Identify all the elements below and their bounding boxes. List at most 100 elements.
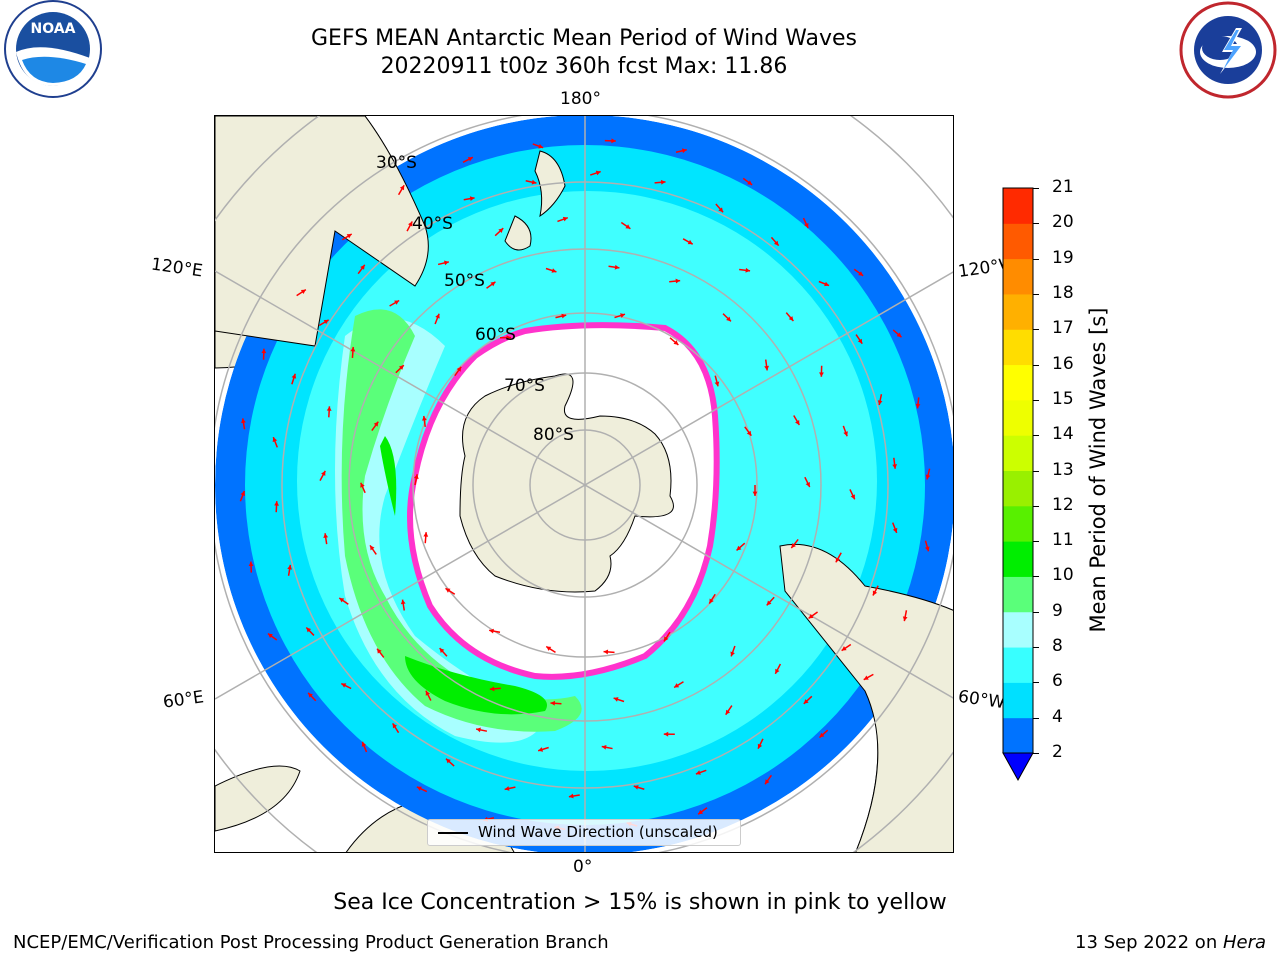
wind-arrow-head bbox=[915, 403, 921, 409]
noaa-logo: NOAA bbox=[2, 0, 104, 100]
colorbar-tick-mark bbox=[1033, 258, 1039, 260]
colorbar-tick-mark bbox=[1033, 682, 1039, 684]
colorbar-swatch bbox=[1003, 505, 1033, 542]
chart-subtitle: 20220911 t00z 360h fcst Max: 11.86 bbox=[380, 54, 788, 79]
wind-arrow-head bbox=[323, 533, 329, 538]
legend-label: Wind Wave Direction (unscaled) bbox=[478, 823, 718, 841]
wind-arrow-head bbox=[392, 723, 398, 729]
colorbar-tick-mark bbox=[1033, 505, 1039, 507]
colorbar-tick-label: 11 bbox=[1052, 530, 1074, 551]
wind-arrow-head bbox=[611, 138, 616, 144]
wind-arrow-head bbox=[422, 415, 427, 421]
wind-arrow-head bbox=[445, 758, 451, 764]
wind-arrow-head bbox=[674, 683, 680, 688]
wind-arrow-head bbox=[863, 675, 869, 680]
colorbar-tick-mark bbox=[1033, 329, 1039, 331]
wind-arrow-head bbox=[835, 557, 841, 563]
colorbar-swatch bbox=[1003, 188, 1033, 224]
lat-label-70s: 70°S bbox=[504, 376, 545, 396]
wind-arrow-head bbox=[695, 770, 701, 775]
colorbar-swatch bbox=[1003, 717, 1033, 754]
wind-arrow-head bbox=[620, 313, 625, 318]
wind-arrow-head bbox=[443, 260, 449, 266]
wind-arrow-head bbox=[614, 264, 620, 270]
wind-wave-arrows bbox=[239, 138, 931, 831]
graticule bbox=[215, 116, 953, 852]
lat-label-80s: 80°S bbox=[533, 425, 574, 445]
wind-arrow-head bbox=[601, 744, 607, 750]
wind-arrow-head bbox=[633, 785, 639, 790]
wind-arrow-head bbox=[241, 418, 246, 424]
legend-line-swatch bbox=[438, 832, 468, 834]
wind-arrow-head bbox=[698, 809, 704, 815]
colorbar-swatch bbox=[1003, 329, 1033, 366]
colorbar-tick-label: 2 bbox=[1052, 742, 1063, 762]
colorbar-swatch bbox=[1003, 647, 1033, 683]
wind-arrow-head bbox=[663, 731, 669, 737]
wind-arrow-head bbox=[373, 421, 379, 427]
footer-branch: NCEP/EMC/Verification Post Processing Pr… bbox=[13, 932, 609, 953]
colorbar-tick-mark bbox=[1033, 223, 1039, 225]
colorbar-swatch bbox=[1003, 258, 1033, 295]
wind-arrow-head bbox=[531, 179, 537, 185]
wind-arrow-head bbox=[550, 700, 556, 706]
chart-title: GEFS MEAN Antarctic Mean Period of Wind … bbox=[311, 26, 857, 51]
wind-arrow-head bbox=[489, 686, 495, 692]
wind-arrow-head bbox=[300, 289, 306, 295]
wind-arrow-head bbox=[850, 494, 855, 500]
map-panel bbox=[214, 115, 954, 853]
colorbar-swatch bbox=[1003, 364, 1033, 401]
wind-arrow-head bbox=[423, 532, 429, 537]
wind-arrow-head bbox=[435, 313, 440, 319]
wind-arrow-head bbox=[274, 501, 279, 506]
colorbar-tick-label: 12 bbox=[1052, 494, 1074, 515]
wind-arrow-head bbox=[400, 599, 406, 605]
footer-date: 13 Sep 2022 on Hera bbox=[1075, 932, 1266, 953]
wind-arrow-head bbox=[788, 316, 794, 321]
wind-arrow-head bbox=[752, 491, 758, 496]
colorbar-tick-mark bbox=[1033, 293, 1039, 295]
wind-arrow-head bbox=[489, 628, 494, 634]
wind-arrow-head bbox=[413, 474, 419, 479]
wind-arrow-head bbox=[267, 633, 273, 639]
wind-arrow-head bbox=[730, 651, 735, 657]
wind-arrow-head bbox=[490, 281, 496, 287]
colorbar-tick-mark bbox=[1033, 470, 1039, 472]
wind-arrow-head bbox=[321, 470, 326, 476]
colorbar-tick-label: 9 bbox=[1052, 600, 1063, 621]
wind-arrow-head bbox=[613, 697, 619, 702]
wind-arrow-head bbox=[370, 545, 375, 551]
wind-arrow-head bbox=[872, 590, 878, 596]
lat-label-50s: 50°S bbox=[444, 271, 485, 291]
wind-arrow-head bbox=[456, 366, 462, 372]
wind-arrow-head bbox=[339, 597, 345, 603]
colorbar-tick-label: 21 bbox=[1052, 177, 1074, 197]
colorbar-tick-label: 8 bbox=[1052, 636, 1063, 657]
wind-arrow-head bbox=[306, 627, 312, 633]
colorbar-swatch bbox=[1003, 541, 1033, 577]
wind-arrow-head bbox=[439, 648, 445, 653]
wind-arrow-head bbox=[399, 185, 405, 191]
wind-arrow-head bbox=[360, 264, 365, 270]
colorbar-swatch bbox=[1003, 611, 1033, 648]
wind-arrow-head bbox=[506, 335, 511, 341]
wind-arrow-head bbox=[538, 143, 544, 149]
colorbar-tick-label: 20 bbox=[1052, 212, 1074, 233]
wind-arrow-head bbox=[843, 431, 848, 437]
colorbar-tick-label: 17 bbox=[1052, 318, 1074, 339]
wind-arrow-head bbox=[308, 692, 313, 698]
wind-arrow-head bbox=[675, 278, 681, 284]
colorbar-tick-mark bbox=[1033, 576, 1039, 578]
wind-arrow-head bbox=[745, 267, 751, 273]
wind-arrow-head bbox=[660, 179, 666, 185]
wind-arrow-head bbox=[858, 271, 864, 276]
wind-arrow-head bbox=[350, 346, 356, 352]
colorbar-swatch bbox=[1003, 576, 1033, 613]
wind-arrow-head bbox=[681, 148, 687, 154]
wind-arrow-head bbox=[896, 332, 902, 338]
colorbar-tick-mark bbox=[1033, 541, 1039, 543]
wind-arrow-head bbox=[498, 228, 504, 233]
wind-arrow-head bbox=[568, 793, 574, 799]
colorbar-tick-mark bbox=[1033, 188, 1039, 189]
wind-arrow-head bbox=[687, 239, 693, 245]
